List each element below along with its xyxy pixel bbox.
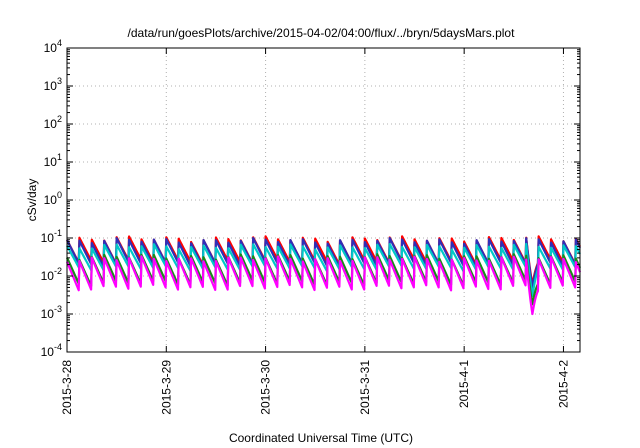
y-tick-label: 100	[44, 190, 62, 207]
series-group	[65, 235, 582, 316]
series-line	[65, 255, 582, 316]
x-tick-label: 2015-3-29	[159, 360, 173, 415]
x-tick-label: 2015-3-30	[259, 360, 273, 415]
x-ticks: 2015-3-28 2015-3-29 2015-3-30 2015-3-31 2015…	[60, 48, 570, 415]
y-tick-label: 10-1	[41, 228, 62, 245]
x-tick-label: 2015-3-31	[358, 360, 372, 415]
y-tick-label: 10-2	[41, 266, 62, 283]
grid	[67, 48, 580, 352]
y-tick-label: 103	[44, 76, 62, 93]
y-tick-label: 102	[44, 114, 62, 131]
y-tick-label: 10-4	[41, 342, 62, 359]
y-axis-label: cSv/day	[25, 179, 39, 222]
y-tick-label: 101	[44, 152, 62, 169]
x-tick-label: 2015-3-28	[60, 360, 74, 415]
y-tick-label: 10-3	[41, 304, 62, 321]
x-tick-label: 2015-4-1	[457, 360, 471, 408]
series-line	[66, 242, 581, 297]
y-tick-label: 104	[44, 38, 62, 55]
x-tick-label: 2015-4-2	[556, 360, 570, 408]
chart-title: /data/run/goesPlots/archive/2015-04-02/0…	[128, 26, 516, 40]
x-axis-label: Coordinated Universal Time (UTC)	[229, 431, 413, 445]
